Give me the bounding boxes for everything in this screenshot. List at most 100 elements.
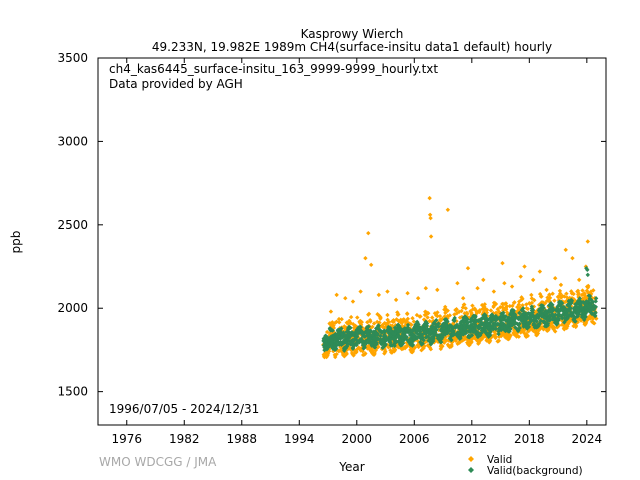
y-axis-title: ppb bbox=[9, 231, 23, 254]
valid-point-spike bbox=[518, 274, 523, 279]
valid-point bbox=[331, 323, 336, 328]
valid-background-point bbox=[542, 315, 547, 321]
valid-background-point bbox=[577, 305, 582, 310]
plot-frame bbox=[97, 57, 607, 426]
valid-point bbox=[454, 307, 459, 312]
valid-background-point bbox=[506, 315, 512, 320]
valid-point-spike bbox=[455, 281, 460, 286]
valid-background-point bbox=[408, 337, 413, 342]
valid-background-point bbox=[425, 326, 430, 332]
valid-background-point bbox=[555, 312, 561, 317]
valid-background-point bbox=[569, 299, 574, 305]
valid-background-point bbox=[531, 322, 536, 328]
valid-background-point bbox=[423, 319, 429, 325]
valid-background-point bbox=[553, 312, 558, 317]
valid-background-point bbox=[524, 320, 529, 325]
valid-point bbox=[459, 308, 464, 314]
valid-point bbox=[575, 289, 580, 294]
valid-point-spike bbox=[491, 289, 497, 294]
credit-label: WMO WDCGG / JMA bbox=[99, 455, 217, 469]
valid-background-point bbox=[362, 343, 367, 348]
valid-background-point bbox=[370, 332, 375, 338]
y-tick-label: 3500 bbox=[57, 51, 88, 65]
valid-background-point bbox=[516, 328, 521, 333]
valid-point-spike bbox=[428, 234, 434, 239]
valid-point bbox=[590, 316, 596, 321]
valid-background-point bbox=[416, 322, 421, 327]
valid-point bbox=[395, 312, 400, 317]
valid-point-spike bbox=[393, 297, 399, 303]
valid-point bbox=[545, 295, 550, 300]
valid-background-point bbox=[342, 332, 348, 338]
valid-point bbox=[576, 294, 582, 300]
valid-point bbox=[560, 293, 565, 299]
valid-background-point bbox=[545, 310, 550, 315]
valid-background-point bbox=[567, 303, 572, 308]
valid-background-point bbox=[486, 325, 491, 331]
valid-background-point bbox=[509, 322, 515, 328]
valid-background-point bbox=[537, 306, 542, 312]
valid-background-point bbox=[461, 319, 467, 324]
valid-background-point bbox=[562, 315, 567, 321]
valid-point-spike bbox=[502, 281, 507, 286]
valid-background-point bbox=[380, 345, 385, 350]
legend-marker-valid bbox=[468, 456, 474, 462]
valid-point bbox=[359, 319, 364, 325]
valid-background-point bbox=[375, 325, 381, 331]
legend-label-valid: Valid bbox=[487, 454, 512, 466]
valid-background-point bbox=[582, 313, 587, 318]
valid-background-point bbox=[490, 324, 495, 329]
valid-point bbox=[385, 317, 390, 323]
valid-point-spike bbox=[530, 277, 536, 283]
valid-background-point bbox=[503, 318, 509, 323]
valid-point bbox=[582, 291, 587, 297]
valid-background-point bbox=[382, 332, 388, 338]
valid-point bbox=[547, 292, 552, 298]
valid-background-point bbox=[510, 319, 515, 324]
valid-point bbox=[400, 318, 405, 323]
valid-point bbox=[529, 296, 535, 301]
valid-point bbox=[344, 350, 349, 356]
x-axis-title: Year bbox=[338, 460, 364, 474]
valid-background-point bbox=[507, 326, 513, 331]
valid-point bbox=[495, 306, 500, 312]
valid-point bbox=[430, 315, 435, 320]
valid-point bbox=[541, 327, 546, 332]
valid-point bbox=[545, 327, 550, 333]
valid-point bbox=[562, 323, 567, 328]
valid-background-point bbox=[395, 333, 400, 339]
valid-point bbox=[532, 298, 537, 303]
valid-point bbox=[465, 311, 470, 316]
valid-background-point bbox=[331, 342, 337, 348]
valid-point bbox=[487, 340, 492, 345]
valid-point bbox=[372, 350, 377, 356]
valid-background-point bbox=[580, 309, 586, 315]
valid-point bbox=[492, 333, 498, 339]
valid-background-point bbox=[526, 320, 532, 325]
valid-background-point bbox=[447, 336, 453, 341]
valid-point bbox=[357, 346, 362, 351]
x-tick-label: 2012 bbox=[457, 432, 488, 446]
valid-background-point bbox=[465, 317, 470, 322]
valid-background-point bbox=[486, 332, 491, 337]
valid-point bbox=[591, 288, 596, 293]
valid-point bbox=[551, 324, 556, 329]
valid-point bbox=[580, 303, 585, 309]
valid-background-point bbox=[475, 318, 481, 323]
valid-background-point bbox=[455, 334, 461, 340]
valid-point bbox=[447, 313, 452, 318]
legend-marker-background bbox=[468, 467, 474, 473]
valid-point bbox=[324, 329, 330, 335]
valid-point bbox=[346, 320, 351, 326]
valid-point bbox=[580, 288, 585, 293]
valid-point bbox=[588, 289, 594, 294]
valid-point bbox=[525, 333, 531, 339]
valid-point bbox=[524, 334, 529, 339]
valid-point-spike bbox=[570, 255, 575, 261]
valid-point bbox=[465, 338, 471, 343]
valid-point bbox=[555, 294, 561, 300]
valid-point bbox=[559, 318, 564, 323]
valid-point bbox=[546, 298, 552, 304]
valid-background-point bbox=[397, 326, 402, 332]
